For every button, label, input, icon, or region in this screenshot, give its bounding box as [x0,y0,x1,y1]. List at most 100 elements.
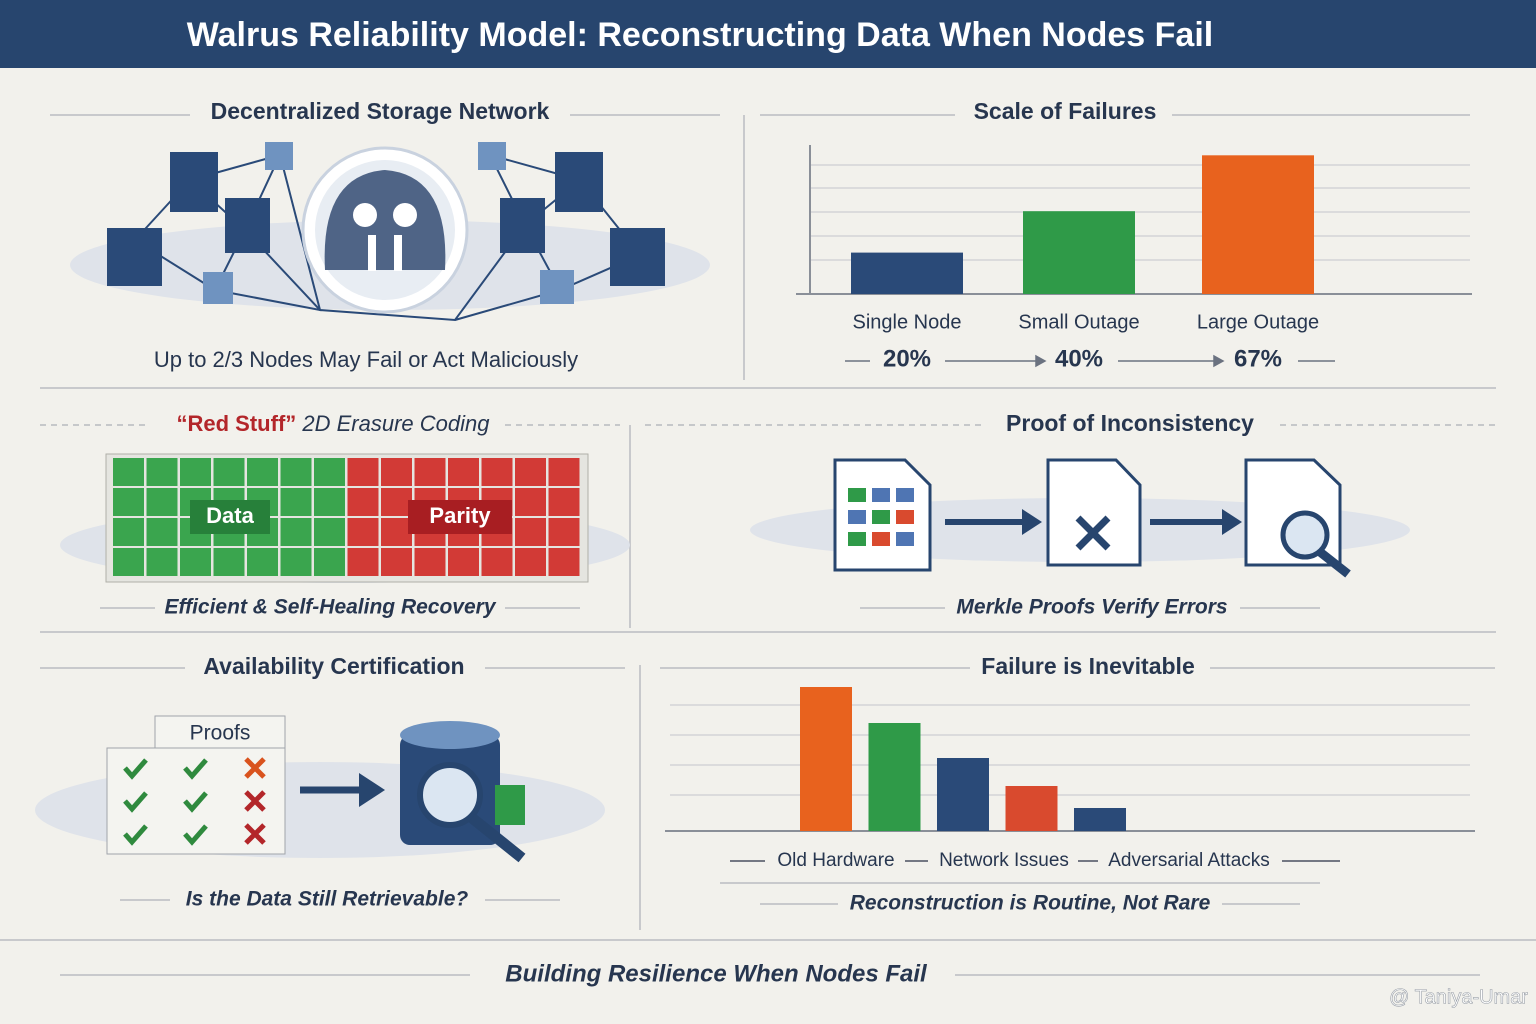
erasure-caption: Efficient & Self-Healing Recovery [164,596,496,619]
certification-title: Availability Certification [203,653,464,679]
grid-cell [481,548,513,576]
grid-cell [113,548,144,576]
grid-cell [247,458,278,486]
category-label: Network Issues [939,850,1069,871]
erasure-title-quote: “Red Stuff” [177,411,297,436]
cross-icon [244,790,266,812]
grid-cell [481,458,513,486]
grid-cell [515,488,546,516]
bar [1023,211,1135,294]
bar [1202,155,1314,294]
grid-cell [280,458,312,486]
grid-cell [314,488,345,516]
x-tick-label: Small Outage [1018,311,1139,333]
inconsistency-illustration [750,458,1410,578]
failure-chart: Old Hardware Network Issues Adversarial At… [665,687,1475,905]
footer-title: Building Resilience When Nodes Fail [505,960,928,987]
grid-cell [247,548,278,576]
inconsistency-title: Proof of Inconsistency [1006,410,1254,436]
grid-cell [347,488,379,516]
grid-cell [280,548,312,576]
grid-cell [347,518,379,546]
grid-cell [515,548,546,576]
grid-cell [548,488,580,516]
category-label: Old Hardware [777,850,894,871]
data-tag [190,500,270,534]
inconsistency-caption: Merkle Proofs Verify Errors [956,596,1227,619]
grid-cell [213,458,245,486]
x-tick-label: Single Node [853,311,962,333]
grid-cell [146,488,178,516]
scale-chart: Single Node 20% Small Outage 40% Large Outag… [796,145,1472,372]
bar [1005,786,1058,831]
check-icon [183,758,208,780]
network-title: Decentralized Storage Network [211,98,550,124]
proofs-label: Proofs [190,722,251,745]
dividers [0,114,1536,941]
x-tick-label: Large Outage [1197,311,1319,333]
bar [937,758,989,831]
grid-cell [448,458,479,486]
grid-cell [314,518,345,546]
certification-illustration [35,715,605,863]
grid-cell [280,488,312,516]
title-bar [0,0,1536,68]
grid-cell [113,458,144,486]
grid-cell [515,518,546,546]
grid-cell [548,548,580,576]
grid-cell [146,518,178,546]
certification-caption: Is the Data Still Retrievable? [186,888,469,911]
grid-cell [213,548,245,576]
page-title: Walrus Reliability Model: Reconstructing… [187,16,1213,54]
grid-cell [146,548,178,576]
grid-cell [414,548,446,576]
network-caption: Up to 2/3 Nodes May Fail or Act Maliciou… [154,347,578,372]
cross-icon [244,823,266,845]
grid-cell [515,458,546,486]
check-icon [183,824,208,846]
grid-cell [180,548,211,576]
chart-title: Failure is Inevitable [981,653,1194,679]
cross-icon [244,757,266,779]
bar [1074,808,1126,831]
grid-cell [548,518,580,546]
parity-tag [408,500,512,534]
erasure-title-rest: 2D Erasure Coding [301,411,490,436]
check-icon [123,758,148,780]
bar [868,723,921,831]
value-label: 67% [1234,345,1282,372]
grid-cell [347,458,379,486]
grid-cell [113,488,144,516]
grid-cell [448,548,479,576]
grid-cell [180,458,211,486]
failure-caption: Reconstruction is Routine, Not Rare [850,892,1211,915]
check-icon [123,791,148,813]
grid-cell [347,548,379,576]
parity-label: Parity [429,503,491,528]
value-label: 20% [883,345,931,372]
category-label: Adversarial Attacks [1108,850,1270,871]
grid-cell [314,548,345,576]
erasure-grid [105,453,589,583]
grid-cell [314,458,345,486]
watermark: @ Taniya-Umar [1389,986,1528,1008]
chart-title: Scale of Failures [974,98,1157,124]
grid-cell [381,458,412,486]
grid-cell [381,488,412,516]
bar [800,687,852,831]
value-label: 40% [1055,345,1103,372]
network-illustration [70,142,710,322]
bar [851,252,963,294]
grid-cell [280,518,312,546]
data-label: Data [206,503,254,528]
grid-cell [414,458,446,486]
check-icon [183,791,208,813]
erasure-title: “Red Stuff” 2D Erasure Coding [177,411,491,436]
check-icon [123,824,148,846]
grid-cell [548,458,580,486]
grid-cell [381,518,412,546]
grid-cell [381,548,412,576]
grid-cell [146,458,178,486]
grid-cell [113,518,144,546]
